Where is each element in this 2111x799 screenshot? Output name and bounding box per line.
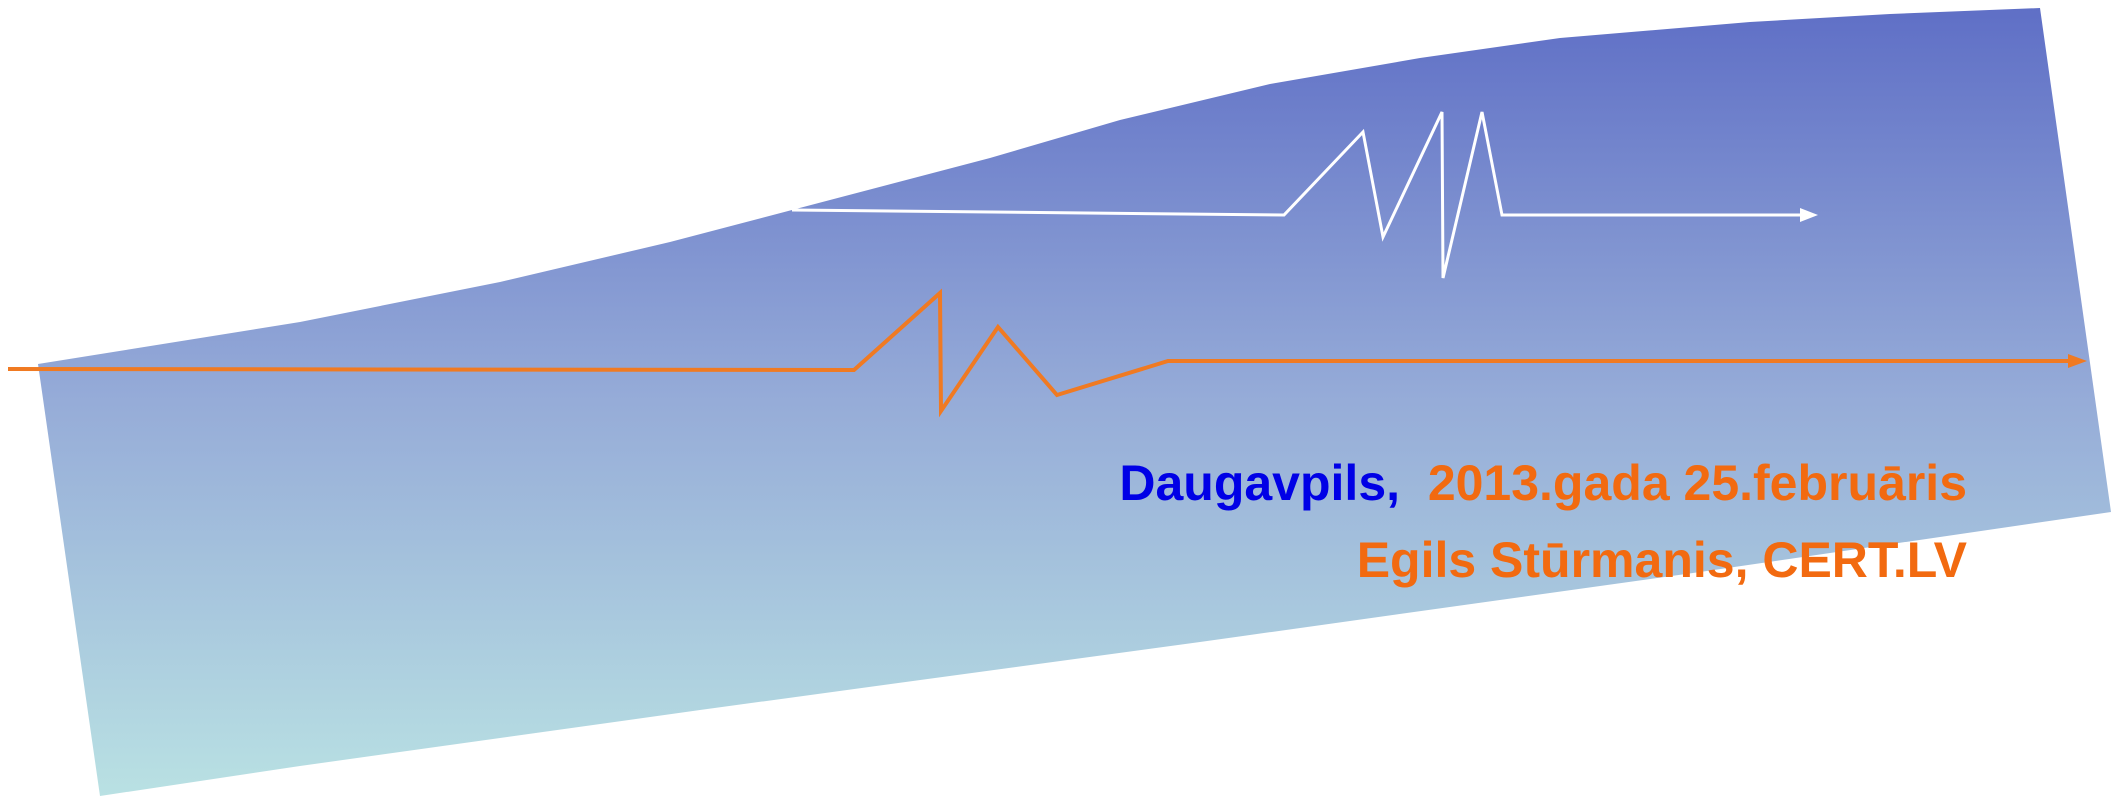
caption-author: Egils Stūrmanis, CERT.LV [1357, 535, 1967, 585]
author-name: Egils Stūrmanis, CERT.LV [1356, 532, 1967, 588]
white-signal-line [791, 111, 1803, 279]
caption-place-date: Daugavpils, 2013.gada 25.februāris [1119, 458, 1967, 508]
place-name: Daugavpils, [1119, 455, 1401, 511]
white-arrow-head [1800, 208, 1818, 222]
orange-arrow-head [2068, 354, 2087, 368]
event-date: 2013.gada 25.februāris [1427, 455, 1967, 511]
gradient-band-shape [38, 8, 2111, 796]
orange-signal-line [7, 288, 2071, 418]
